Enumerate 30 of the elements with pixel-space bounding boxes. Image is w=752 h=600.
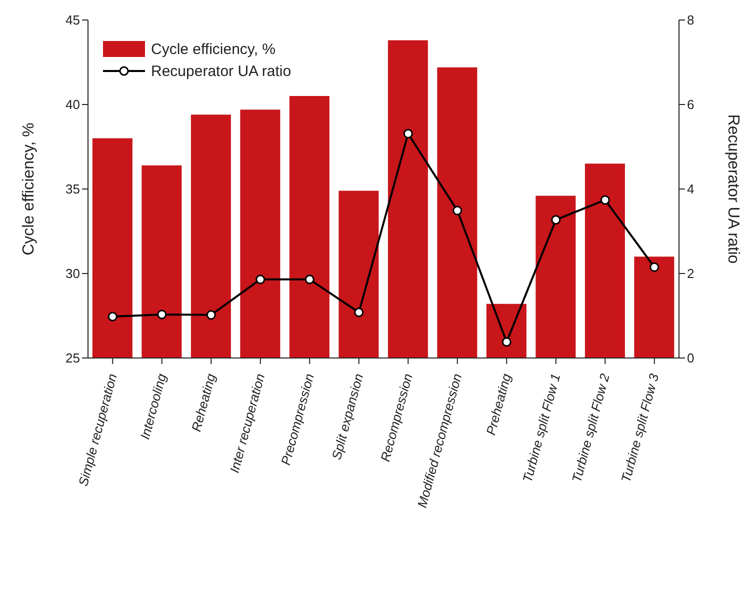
y2-tick-label: 8 xyxy=(687,12,694,28)
y2-tick-label: 6 xyxy=(687,97,694,112)
y-tick-label: 45 xyxy=(66,12,80,28)
legend-label: Recuperator UA ratio xyxy=(151,62,292,80)
point xyxy=(551,215,561,225)
y2-axis-title: Recuperator UA ratio xyxy=(724,114,742,264)
legend-label: Cycle efficiency, % xyxy=(151,40,276,58)
point xyxy=(502,337,512,347)
x-tick-label: Split expansion xyxy=(328,372,366,462)
point xyxy=(452,206,462,216)
x-tick-label: Turbine split Flow 1 xyxy=(520,372,564,484)
point xyxy=(108,312,118,322)
x-tick-label: Turbine split Flow 3 xyxy=(618,371,662,484)
y-axis-title: Cycle efficiency, % xyxy=(20,122,38,256)
point xyxy=(206,310,216,320)
x-tick-label: Turbine split Flow 2 xyxy=(568,371,613,484)
y-tick-label: 35 xyxy=(66,182,80,197)
y2-tick-label: 0 xyxy=(687,350,694,366)
y2-tick-label: 4 xyxy=(687,182,694,197)
y2-tick-label: 2 xyxy=(687,266,694,282)
point xyxy=(256,274,266,284)
point xyxy=(354,308,364,318)
point xyxy=(600,195,610,205)
point xyxy=(403,128,413,138)
point xyxy=(650,262,660,272)
y-tick-label: 40 xyxy=(66,97,80,112)
y-tick-label: 30 xyxy=(66,266,80,282)
point xyxy=(304,274,314,284)
point xyxy=(157,310,167,320)
y-tick-label: 25 xyxy=(66,350,80,366)
